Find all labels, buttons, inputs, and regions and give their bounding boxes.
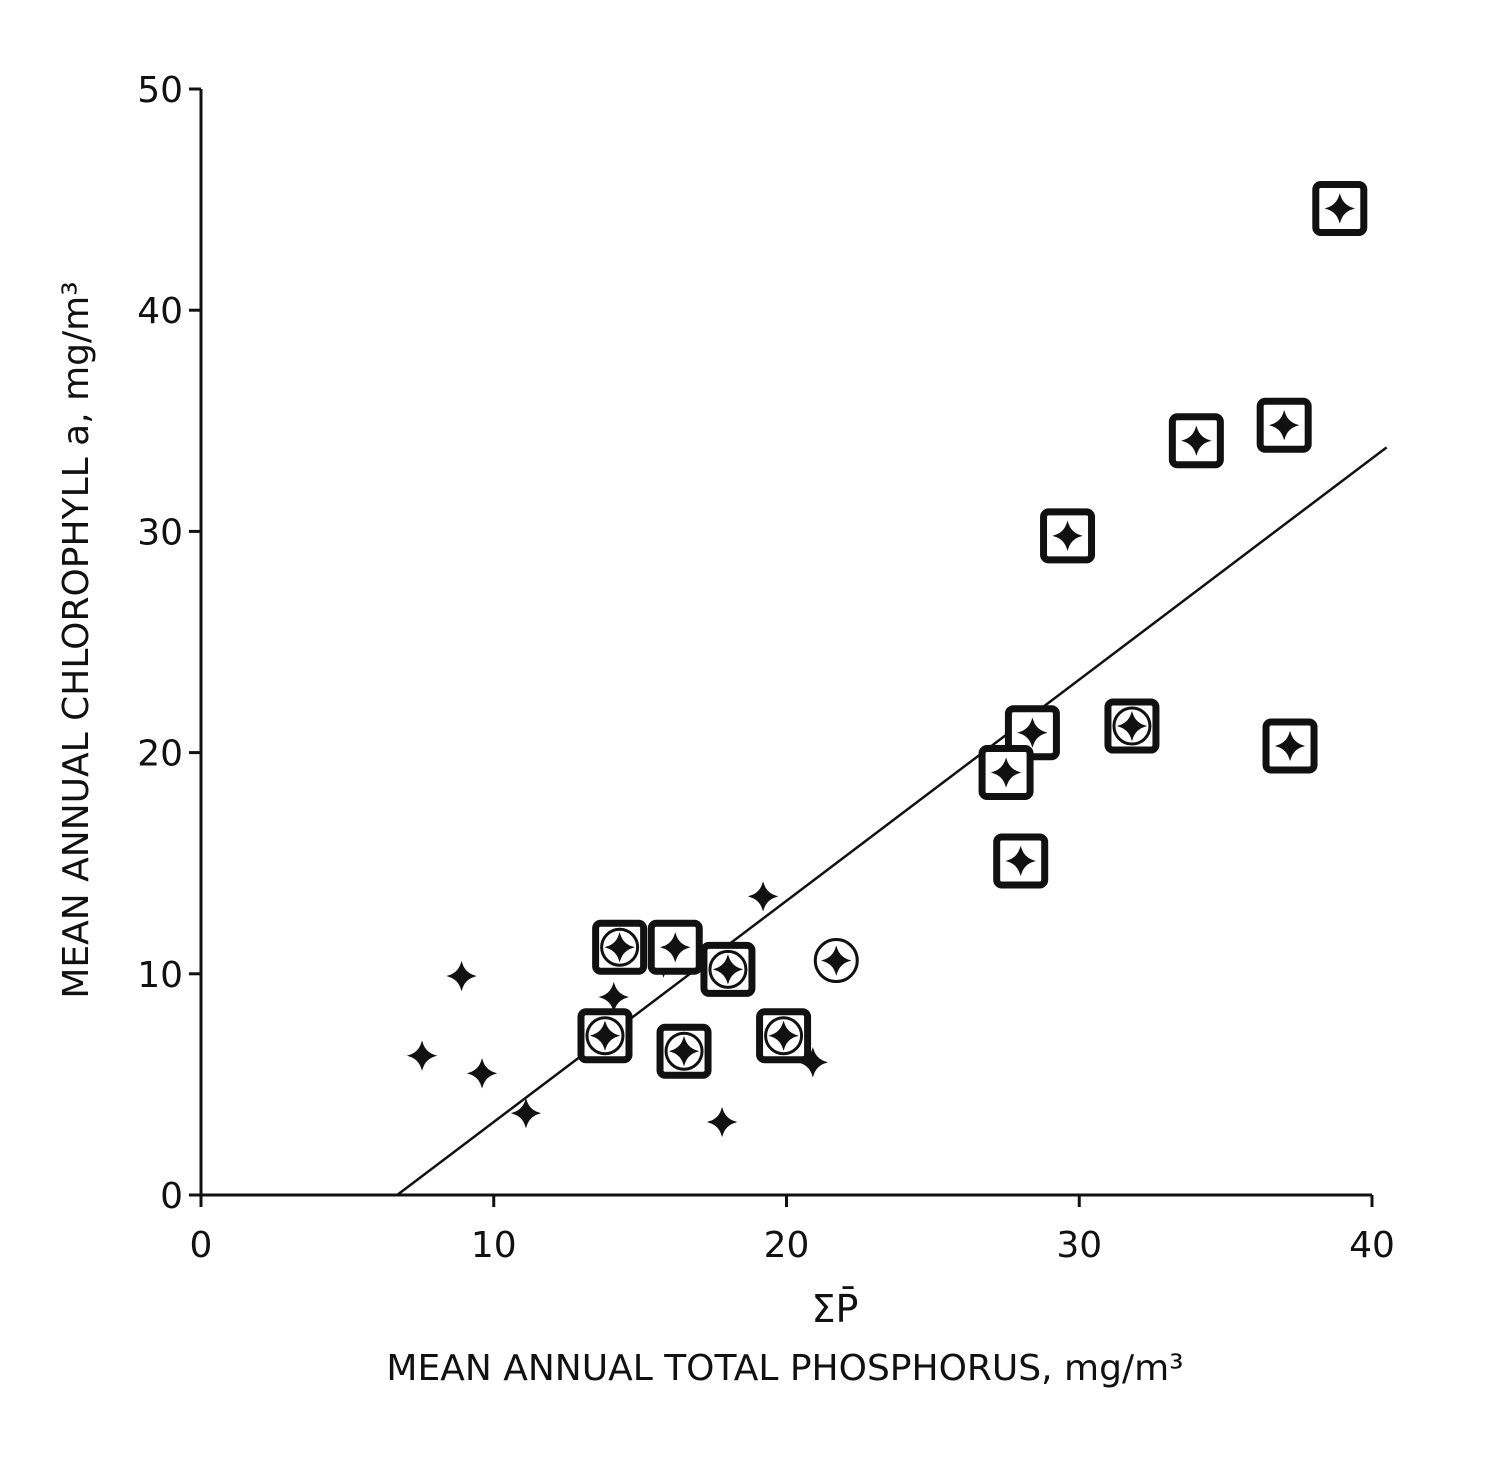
cross-marker — [1116, 710, 1148, 742]
y-tick-label: 20 — [137, 734, 183, 775]
axes: 0 10 20 30 40 0 10 20 30 40 50 — [137, 70, 1395, 1266]
data-point-boxed — [1256, 397, 1312, 453]
data-point-plain — [510, 1098, 542, 1129]
cross-marker — [1269, 410, 1300, 441]
data-point-boxed-circled — [656, 1023, 712, 1079]
cross-marker — [821, 945, 852, 976]
cross-marker — [1274, 730, 1306, 762]
data-point-circled — [813, 938, 859, 984]
data-point-boxed-circled — [577, 1008, 633, 1064]
data-point-boxed — [1312, 180, 1368, 236]
data-points — [396, 180, 1388, 1196]
data-point-boxed-circled — [756, 1008, 812, 1064]
x-tick-label: 20 — [764, 1225, 810, 1266]
y-tick-label: 50 — [137, 70, 183, 111]
cross-marker — [1005, 845, 1036, 877]
cross-marker — [660, 932, 691, 963]
data-point-boxed — [1168, 413, 1224, 469]
data-point-plain — [598, 981, 629, 1013]
data-point-plain — [706, 1106, 738, 1138]
y-axis-label: MEAN ANNUAL CHLOROPHYLL a, mg/m³ — [56, 281, 97, 998]
cross-marker — [598, 981, 629, 1013]
data-point-boxed-circled — [1104, 698, 1160, 754]
data-point-plain — [446, 960, 477, 992]
cross-marker — [747, 881, 779, 912]
cross-marker — [446, 960, 477, 992]
y-tick-label: 10 — [137, 955, 183, 996]
data-point-boxed — [647, 919, 703, 975]
cross-marker — [466, 1058, 498, 1089]
x-tick-label: 0 — [190, 1225, 213, 1266]
x-axis-label: MEAN ANNUAL TOTAL PHOSPHORUS, mg/m³ — [386, 1348, 1183, 1389]
cross-marker — [668, 1036, 700, 1067]
cross-marker — [706, 1106, 738, 1138]
cross-marker — [990, 757, 1022, 788]
y-tick-label: 30 — [137, 512, 183, 553]
cross-marker — [768, 1020, 799, 1051]
y-tick-label: 0 — [160, 1176, 183, 1217]
x-tick-label: 10 — [471, 1225, 517, 1266]
data-point-plain — [466, 1058, 498, 1089]
cross-marker — [712, 954, 744, 985]
data-point-boxed-circled — [700, 941, 756, 997]
data-point-boxed — [993, 833, 1049, 889]
cross-marker — [510, 1098, 542, 1129]
cross-marker — [1324, 193, 1355, 224]
cross-marker — [589, 1020, 621, 1051]
data-point-boxed-circled — [592, 919, 648, 975]
data-point-boxed — [1040, 508, 1096, 564]
data-point-boxed — [978, 745, 1034, 801]
y-tick-label: 40 — [137, 291, 183, 332]
cross-marker — [604, 932, 635, 963]
cross-marker — [1017, 717, 1048, 748]
data-point-boxed — [1262, 718, 1318, 774]
regression-line — [396, 446, 1388, 1196]
x-tick-label: 40 — [1349, 1225, 1395, 1266]
cross-marker — [1052, 520, 1083, 551]
cross-marker — [1181, 425, 1212, 456]
x-axis-symbol: ΣP̄ — [812, 1287, 859, 1331]
data-point-plain — [406, 1040, 438, 1071]
data-point-plain — [747, 881, 779, 912]
x-tick-label: 30 — [1056, 1225, 1102, 1266]
cross-marker — [406, 1040, 438, 1071]
